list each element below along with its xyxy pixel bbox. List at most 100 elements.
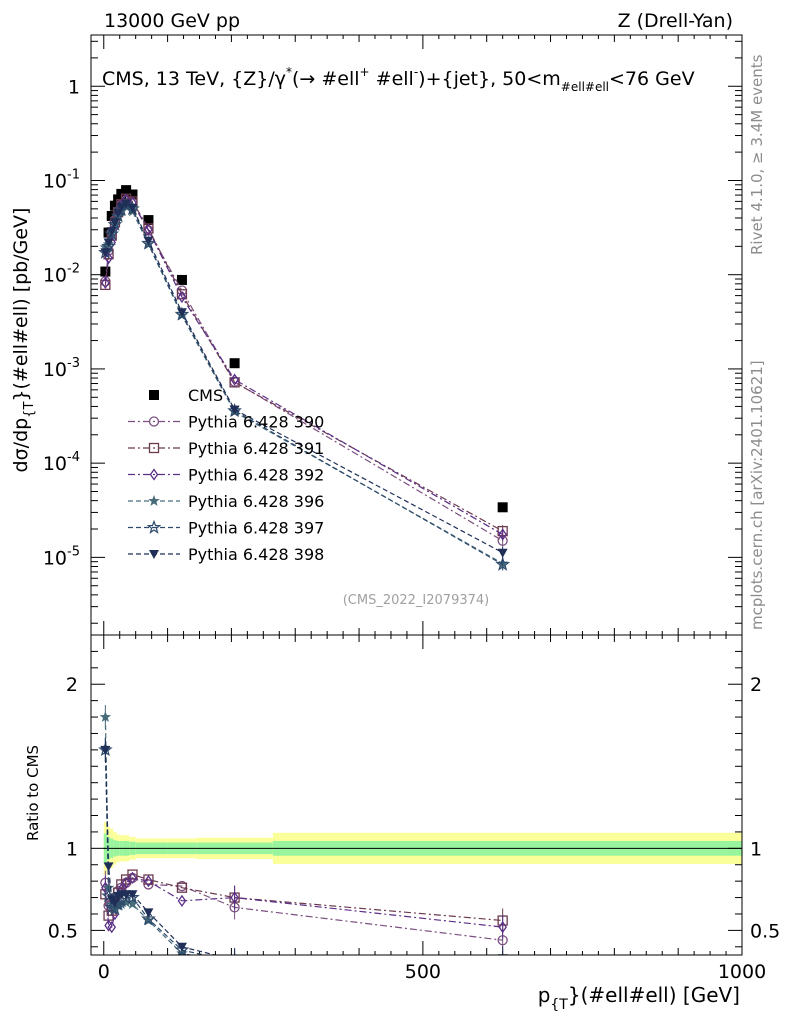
legend-label: Pythia 6.428 391 xyxy=(188,439,324,458)
ratio-series-clipped xyxy=(98,705,508,976)
ratio-point xyxy=(234,953,236,955)
main-panel: CMS, 13 TeV, {Z}/γ*(→ #ell+ #ell-)+{jet}… xyxy=(10,34,743,636)
data-point xyxy=(497,502,508,513)
ratio-y-tick-label-right: 2 xyxy=(750,674,762,696)
data-point xyxy=(144,223,153,236)
main-y-tick-label: 10-4 xyxy=(43,450,80,475)
main-axis-ticks xyxy=(91,35,743,635)
ratio-series-layer xyxy=(98,705,508,976)
ratio-point xyxy=(109,898,120,908)
data-point xyxy=(176,308,187,318)
data-point xyxy=(104,251,113,265)
main-y-tick-labels: 10-5 10-4 10-3 10-2 10-1 1 xyxy=(43,76,80,569)
data-point xyxy=(143,215,154,226)
ratio-point xyxy=(120,896,132,908)
ratio-point xyxy=(143,874,154,885)
ratio-tick-labels: 0.5 0.5 1 1 2 2 0 500 1000 xyxy=(48,674,780,983)
header-left: 13000 GeV pp xyxy=(104,10,240,32)
legend-entry: Pythia 6.428 392 xyxy=(128,466,324,485)
legend: CMS Pythia 6.428 390 Pythia 6.428 391 Pythi… xyxy=(128,386,324,564)
ratio-point xyxy=(144,875,153,888)
legend-marker xyxy=(149,550,159,559)
ratio-line xyxy=(104,873,503,922)
ratio-panel: Ratio to CMS 0.5 0.5 1 1 2 2 0 500 1000 p{T}(#el… xyxy=(24,634,780,1013)
legend-entry: Pythia 6.428 396 xyxy=(128,492,324,511)
data-point xyxy=(229,405,240,415)
ratio-point xyxy=(497,965,508,976)
ratio-frame xyxy=(90,634,743,956)
ratio-point xyxy=(127,890,138,900)
main-y-tick-label: 10-3 xyxy=(43,356,80,381)
ratio-point xyxy=(497,954,508,955)
ratio-point xyxy=(176,942,187,952)
data-point xyxy=(495,556,511,571)
data-point xyxy=(109,218,120,228)
series-pythia-6-428-391 xyxy=(100,193,508,538)
x-tick-label: 500 xyxy=(405,961,441,983)
data-point xyxy=(103,238,114,248)
legend-entry: CMS xyxy=(149,386,223,405)
series-cms xyxy=(100,185,508,513)
ratio-line xyxy=(104,749,218,955)
data-point xyxy=(143,236,154,246)
data-point xyxy=(116,203,127,213)
legend-marker xyxy=(149,468,159,481)
ratio-point xyxy=(498,920,507,934)
rivet-label: Rivet 4.1.0, ≥ 3.4M events xyxy=(748,54,766,255)
data-point xyxy=(497,548,508,558)
ratio-point xyxy=(176,882,188,893)
data-point xyxy=(104,226,120,241)
legend-label: CMS xyxy=(188,386,223,405)
x-tick-label: 0 xyxy=(98,961,110,983)
data-point xyxy=(109,200,120,211)
ratio-point xyxy=(142,914,155,926)
ratio-point xyxy=(143,908,154,918)
ratio-pythia-6-428-391 xyxy=(100,869,508,933)
data-point xyxy=(229,358,240,369)
legend-entry: Pythia 6.428 391 xyxy=(128,439,324,458)
data-point xyxy=(113,209,124,219)
data-point xyxy=(141,235,156,250)
main-y-tick-label: 10-2 xyxy=(43,262,80,287)
main-y-tick-label: 1 xyxy=(68,76,80,98)
ratio-point xyxy=(497,965,508,976)
ratio-y-tick-label: 2 xyxy=(66,674,78,696)
ratio-point xyxy=(99,711,112,722)
ratio-point xyxy=(177,894,187,907)
data-point xyxy=(127,204,138,214)
legend-label: Pythia 6.428 398 xyxy=(188,545,324,564)
x-axis-label: p{T}(#ell#ell) [GeV] xyxy=(538,983,740,1013)
data-point xyxy=(100,266,111,277)
ratio-y-tick-label-right: 1 xyxy=(750,838,762,860)
main-title: CMS, 13 TeV, {Z}/γ*(→ #ell+ #ell-)+{jet}… xyxy=(102,65,695,94)
ratio-uncertainty-band xyxy=(103,822,742,875)
header-right: Z (Drell-Yan) xyxy=(618,10,733,32)
ratio-point xyxy=(230,956,240,965)
legend-marker xyxy=(148,495,160,506)
ratio-point xyxy=(229,957,240,968)
data-point xyxy=(106,227,117,237)
ratio-point xyxy=(128,871,137,885)
ratio-y-label: Ratio to CMS xyxy=(24,745,42,841)
ratio-y-tick-label: 0.5 xyxy=(48,920,78,942)
ratio-point xyxy=(107,920,117,934)
ratio-point xyxy=(127,869,138,880)
legend-marker xyxy=(146,519,162,534)
series-pythia-6-428-398 xyxy=(100,199,508,559)
legend-label: Pythia 6.428 392 xyxy=(188,466,324,485)
ratio-point xyxy=(103,862,114,872)
series-pythia-6-428-392 xyxy=(101,193,507,541)
data-point xyxy=(100,248,111,258)
legend-entry: Pythia 6.428 397 xyxy=(128,519,324,538)
ratio-line xyxy=(104,877,503,941)
legend-marker xyxy=(148,416,160,427)
main-y-tick-label: 10-1 xyxy=(43,167,80,192)
ratio-y-tick-label: 1 xyxy=(66,838,78,860)
ratio-point xyxy=(141,911,156,926)
ratio-axis-ticks xyxy=(91,635,743,955)
ratio-point xyxy=(100,745,111,755)
data-point xyxy=(176,289,188,300)
series-line xyxy=(104,199,504,542)
data-point xyxy=(121,185,132,196)
